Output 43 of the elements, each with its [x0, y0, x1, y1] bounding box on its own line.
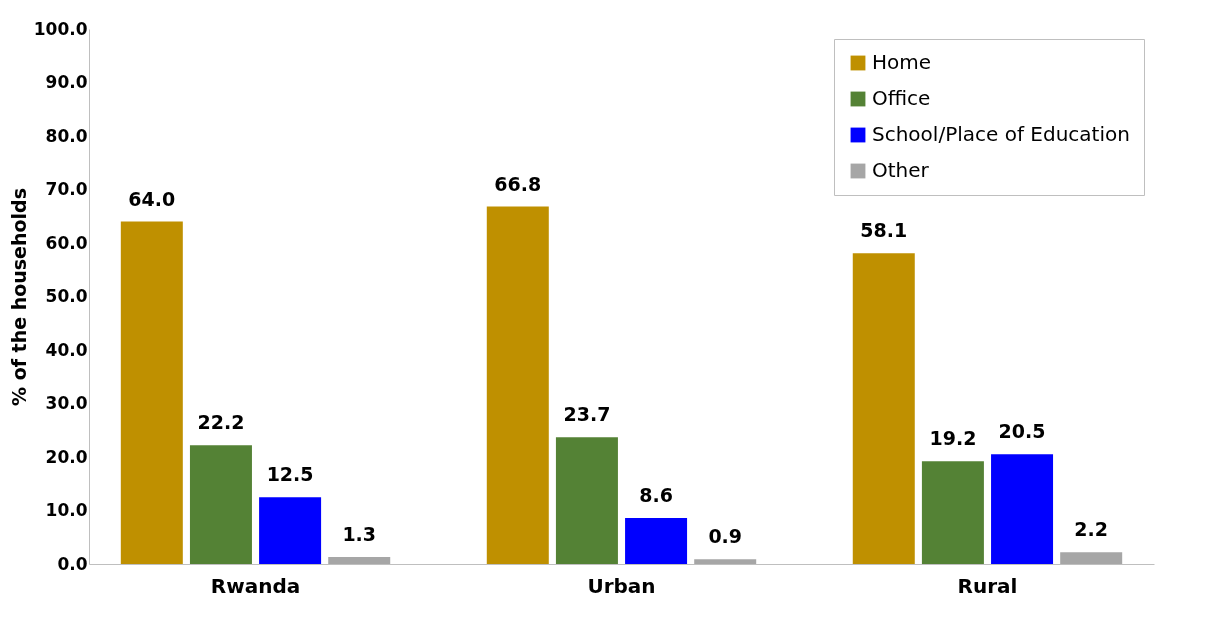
data-label: 2.2 [1074, 518, 1109, 541]
bar [991, 454, 1054, 564]
data-label: 20.5 [998, 420, 1046, 443]
y-tick-label: 50.0 [45, 286, 88, 306]
y-tick-label: 80.0 [45, 125, 88, 146]
bar [625, 517, 688, 564]
bar [120, 221, 183, 564]
data-label: 64.0 [128, 187, 176, 210]
data-label: 19.2 [929, 427, 977, 450]
legend-label: Office [872, 86, 931, 110]
bar [694, 559, 757, 564]
data-label: 66.8 [494, 172, 542, 195]
bar [921, 461, 984, 564]
y-tick-label: 90.0 [45, 72, 88, 92]
bar [328, 557, 391, 564]
y-axis-title: % of the households [7, 188, 30, 406]
data-label: 8.6 [639, 483, 673, 506]
data-label: 1.3 [342, 523, 377, 546]
y-tick-label: 0.0 [57, 553, 88, 574]
y-tick-label: 20.0 [45, 446, 88, 467]
y-tick-label: 100.0 [33, 18, 88, 39]
bar [189, 445, 252, 564]
x-tick-label: Rural [957, 573, 1018, 598]
legend-label: Other [872, 158, 930, 182]
data-label: 23.7 [563, 403, 611, 426]
x-tick-label: Rwanda [210, 573, 301, 598]
bar [486, 206, 549, 564]
bar [555, 437, 618, 564]
data-label: 58.1 [860, 219, 908, 242]
legend-label: School/Place of Education [872, 122, 1130, 146]
legend-label: Home [872, 50, 932, 74]
bar [259, 497, 322, 564]
bar [1060, 552, 1123, 564]
y-tick-label: 10.0 [45, 500, 88, 520]
data-label: 12.5 [266, 463, 314, 486]
y-tick-label: 60.0 [45, 232, 88, 253]
data-label: 0.9 [708, 525, 743, 548]
y-tick-label: 30.0 [45, 393, 88, 413]
x-tick-label: Urban [587, 573, 656, 598]
y-tick-label: 70.0 [45, 179, 88, 199]
y-tick-label: 40.0 [45, 339, 88, 360]
bar [852, 253, 915, 564]
data-label: 22.2 [197, 411, 245, 434]
